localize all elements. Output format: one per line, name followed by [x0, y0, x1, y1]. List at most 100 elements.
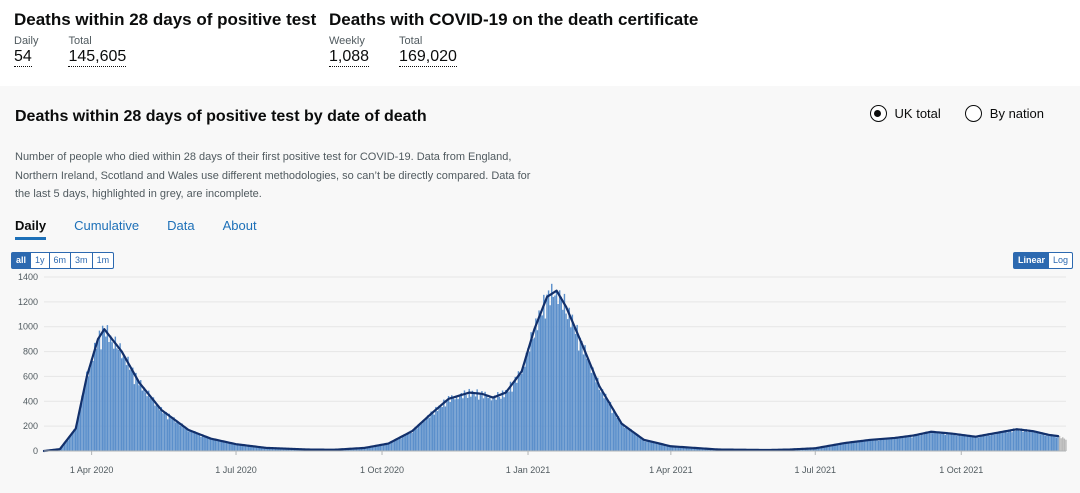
range-1m-button[interactable]: 1m — [96, 255, 110, 265]
daily-bar — [1020, 428, 1023, 451]
daily-bar — [389, 442, 391, 451]
range-3m-button[interactable]: 3m — [71, 253, 93, 268]
daily-bar — [670, 446, 672, 451]
chart-tabs: Daily Cumulative Data About — [15, 218, 257, 240]
metric-label: Daily — [14, 35, 39, 47]
range-all-button[interactable]: all — [12, 253, 32, 268]
daily-bar — [170, 417, 172, 451]
range-6m-button[interactable]: 6m — [50, 253, 72, 268]
daily-bar — [1008, 429, 1010, 451]
daily-bar — [247, 445, 250, 451]
daily-bar — [950, 432, 953, 451]
daily-bar — [643, 439, 645, 451]
radio-uk-total[interactable]: UK total — [869, 105, 941, 122]
daily-bar — [1054, 434, 1056, 451]
scale-log-button[interactable]: Log — [1052, 255, 1068, 265]
headline-summary: Deaths within 28 days of positive test D… — [0, 0, 1080, 86]
daily-bar — [176, 420, 178, 451]
daily-bar — [1006, 432, 1008, 451]
daily-bar — [1030, 430, 1032, 451]
daily-bar — [563, 293, 566, 451]
daily-bar — [843, 442, 845, 451]
daily-bar — [822, 447, 824, 451]
daily-bar — [682, 447, 685, 451]
daily-bar — [439, 404, 442, 451]
daily-bar — [946, 431, 948, 451]
daily-bar — [882, 438, 885, 451]
tab-daily[interactable]: Daily — [15, 218, 47, 240]
daily-bar — [849, 442, 851, 451]
daily-bar — [276, 448, 278, 451]
daily-bar — [249, 446, 251, 451]
daily-bar — [471, 390, 474, 451]
daily-bar — [213, 439, 215, 451]
daily-bar — [906, 437, 908, 451]
daily-bar — [589, 363, 591, 451]
daily-bar — [141, 390, 144, 451]
daily-bar — [855, 442, 858, 451]
daily-bar — [603, 398, 605, 451]
daily-bar — [411, 432, 413, 451]
daily-bar — [216, 440, 218, 451]
metric-value[interactable]: 169,020 — [399, 48, 457, 67]
radio-unselected-icon[interactable] — [964, 105, 982, 122]
daily-bar — [555, 290, 558, 451]
daily-bar — [616, 417, 618, 451]
range-1y-button[interactable]: 1y — [31, 253, 50, 268]
daily-deaths-chart[interactable]: 0 200 400 600 800 1000 1200 1400 1 Apr 2020 1 Jul… — [0, 271, 1080, 493]
daily-bar — [635, 433, 637, 451]
daily-bar — [257, 446, 259, 451]
radio-by-nation[interactable]: By nation — [964, 105, 1044, 122]
metric-value[interactable]: 54 — [14, 48, 32, 67]
metric-value[interactable]: 145,605 — [68, 48, 127, 67]
daily-bar — [547, 290, 550, 451]
daily-bar — [662, 444, 664, 451]
daily-bar — [944, 435, 947, 451]
daily-bar — [889, 439, 891, 451]
daily-bar — [284, 448, 286, 451]
daily-bar — [535, 318, 537, 451]
daily-bar — [925, 431, 927, 451]
tab-about[interactable]: About — [222, 218, 257, 233]
daily-bar — [239, 444, 242, 451]
daily-bar — [243, 444, 245, 451]
daily-bar — [208, 438, 210, 451]
daily-bar — [633, 433, 635, 451]
daily-bar — [1009, 430, 1012, 451]
daily-bar — [227, 441, 229, 451]
y-tick-label: 400 — [23, 396, 38, 406]
daily-bar — [71, 433, 74, 451]
tab-cumulative[interactable]: Cumulative — [74, 218, 140, 233]
daily-bar — [271, 448, 274, 451]
daily-bar — [611, 413, 613, 451]
daily-bar — [382, 444, 385, 451]
daily-bar — [1052, 436, 1054, 451]
metric-value[interactable]: 1,088 — [329, 48, 370, 67]
daily-bar — [989, 435, 991, 451]
daily-bar — [923, 433, 926, 451]
daily-bar — [898, 438, 901, 451]
daily-bar — [943, 432, 945, 451]
daily-bar — [654, 442, 656, 451]
daily-bar — [281, 448, 283, 451]
tab-data[interactable]: Data — [167, 218, 195, 233]
daily-bar — [595, 382, 597, 451]
daily-bar — [228, 443, 231, 451]
daily-bar — [470, 396, 472, 451]
daily-bar — [887, 437, 889, 451]
radio-selected-icon[interactable] — [869, 105, 887, 122]
x-tick-label: 1 Jul 2021 — [794, 465, 836, 475]
daily-bar — [200, 436, 202, 451]
daily-bar — [178, 423, 180, 451]
daily-bar — [366, 447, 369, 451]
scale-linear-button[interactable]: Linear — [1013, 253, 1049, 268]
daily-bar — [478, 399, 480, 451]
daily-bar — [86, 371, 88, 451]
daily-bar — [660, 444, 662, 451]
daily-bar — [546, 294, 548, 451]
daily-bar — [624, 427, 626, 451]
daily-bar — [870, 440, 872, 451]
daily-bar — [874, 439, 877, 451]
daily-bar — [403, 436, 405, 451]
daily-bar — [505, 390, 507, 451]
